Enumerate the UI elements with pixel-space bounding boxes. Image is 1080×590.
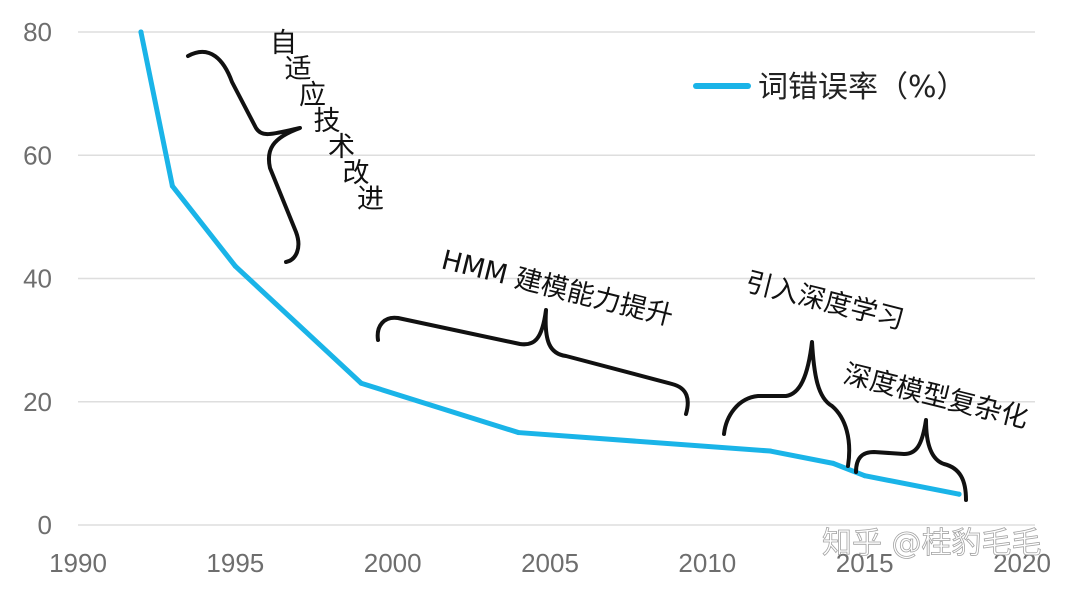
annotation-adaptive-char: 改 [343, 158, 370, 189]
annotation-braces [186, 49, 968, 502]
y-tick-label: 20 [23, 387, 52, 417]
legend: 词错误率（%） [693, 70, 967, 105]
annotation-dl: 引入深度学习 [742, 267, 907, 336]
brace-complex [854, 418, 968, 502]
annotation-adaptive-char: 适 [285, 54, 312, 85]
brace-adaptive [186, 49, 302, 264]
data-point [358, 380, 364, 386]
x-tick-label: 2020 [993, 548, 1051, 578]
data-point [516, 430, 522, 436]
x-tick-label: 1990 [49, 548, 107, 578]
brace-hmm [375, 308, 690, 416]
annotation-adaptive-char: 技 [314, 106, 341, 137]
y-tick-label: 40 [23, 264, 52, 294]
x-tick-label: 2010 [678, 548, 736, 578]
annotation-adaptive-char: 应 [299, 80, 326, 111]
data-point [767, 448, 773, 454]
annotation-adaptive-char: 进 [357, 184, 384, 215]
y-tick-label: 80 [23, 17, 52, 47]
x-tick-label: 1995 [206, 548, 264, 578]
data-point [232, 263, 238, 269]
data-point [830, 460, 836, 466]
legend-label: 词错误率（%） [758, 70, 967, 105]
x-tick-label: 2005 [521, 548, 579, 578]
watermark: 知乎 @桂豹毛毛 [822, 526, 1042, 561]
annotation-adaptive: 自适应技术改进 [270, 28, 384, 215]
annotation-hmm: HMM 建模能力提升 [438, 245, 676, 333]
y-axis-ticks: 0 20 40 60 80 [23, 17, 52, 540]
x-tick-label: 2000 [364, 548, 422, 578]
data-point [956, 491, 962, 497]
annotation-adaptive-char: 术 [328, 132, 355, 163]
y-tick-label: 0 [38, 510, 52, 540]
annotation-complex: 深度模型复杂化 [840, 359, 1031, 435]
gridlines [78, 31, 1035, 526]
x-tick-label: 2015 [836, 548, 894, 578]
brace-dl [722, 340, 852, 468]
annotation-adaptive-char: 自 [270, 28, 297, 59]
y-tick-label: 60 [23, 140, 52, 170]
data-point [862, 473, 868, 479]
data-point [138, 29, 144, 35]
data-point [169, 183, 175, 189]
x-axis-ticks: 1990 1995 2000 2005 2010 2015 2020 [49, 548, 1051, 578]
